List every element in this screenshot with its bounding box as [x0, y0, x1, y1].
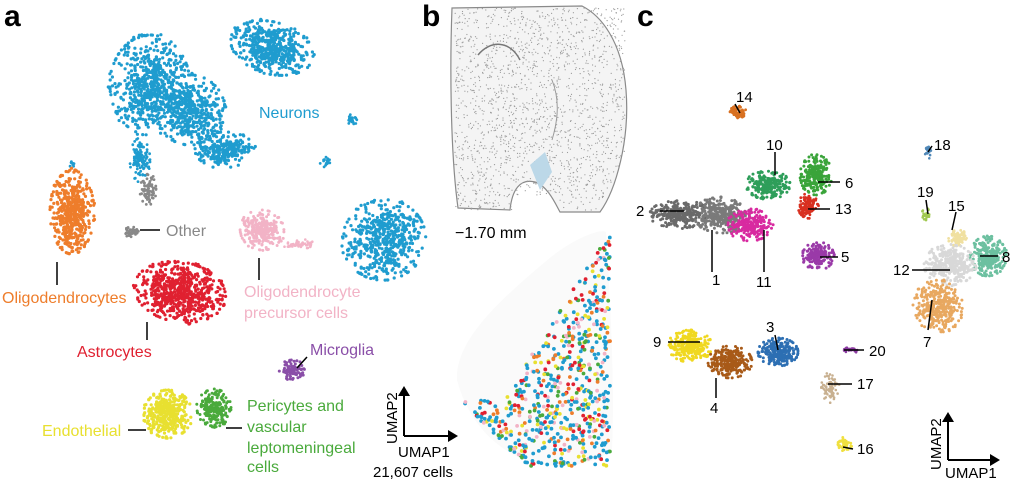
cluster-label-20: 20: [869, 343, 886, 360]
cluster-14: [728, 104, 747, 120]
cluster-label-2: 2: [636, 203, 644, 220]
cluster-2: [648, 199, 712, 230]
cluster-17: [820, 372, 841, 405]
cluster-label-15: 15: [948, 198, 965, 215]
cluster-label-18: 18: [934, 137, 951, 154]
panel-c-axis-umap2: UMAP2: [928, 418, 945, 470]
label-astrocytes: Astrocytes: [77, 344, 152, 361]
other-cluster: [124, 225, 140, 239]
pericytes-cluster: [195, 387, 233, 429]
label-oligodendrocytes: Oligodendrocytes: [2, 290, 127, 307]
cluster-label-3: 3: [766, 319, 774, 336]
brain-section-stipple: [454, 7, 626, 211]
cluster-16: [836, 436, 853, 452]
panel-a-axis-umap1: UMAP1: [398, 444, 450, 461]
zoomed-cells: [463, 235, 612, 468]
cluster-label-13: 13: [835, 201, 852, 218]
panel-a-umap-axes: UMAP2 UMAP1 21,607 cells: [373, 386, 458, 481]
cluster-label-6: 6: [845, 175, 853, 192]
brain-section-outline: [450, 5, 628, 213]
panel-a-axis-umap2: UMAP2: [384, 392, 401, 444]
panel-a-umap: Neurons Other Oligodendrocytes Oligodend…: [2, 17, 458, 481]
highlighted-region: [530, 152, 552, 190]
neurons-cluster: [128, 137, 152, 184]
panel-letter-a: a: [4, 0, 21, 33]
cluster-label-5: 5: [841, 249, 849, 266]
neurons-cluster: [347, 113, 359, 126]
cluster-13: [797, 192, 820, 220]
opc-cluster: [238, 208, 286, 252]
label-neurons: Neurons: [259, 105, 319, 122]
astrocytes-cluster: [131, 259, 228, 326]
cluster-8: [968, 234, 1008, 278]
cluster-label-11: 11: [756, 274, 772, 291]
panel-letter-b: b: [422, 0, 440, 33]
label-pericytes-line3: leptomeningeal: [247, 440, 356, 457]
neurons-cluster: [193, 130, 257, 169]
label-opc-line1: Oligodendrocyte: [244, 284, 361, 301]
neurons-cluster: [318, 155, 332, 169]
neurons-cluster: [68, 160, 76, 168]
cluster-label-19: 19: [917, 184, 934, 201]
label-pericytes-line1: Pericytes and: [247, 398, 344, 415]
cluster-label-10: 10: [766, 137, 783, 154]
cluster-3: [756, 336, 800, 368]
endothelial-cluster: [142, 388, 193, 440]
cluster-12: [922, 243, 978, 288]
panel-c-axis-umap1: UMAP1: [945, 465, 997, 482]
label-opc-line2: precursor cells: [244, 305, 348, 322]
cluster-label-7: 7: [923, 334, 931, 351]
microglia-leader: [296, 356, 308, 369]
panel-c-umap: 1 2 3 4 5 6 7 8 9 10 11 12 13 14 15 16 1…: [636, 89, 1010, 482]
cluster-19: [921, 207, 931, 222]
cluster-label-17: 17: [857, 376, 874, 393]
cluster-label-4: 4: [710, 400, 718, 417]
cluster-7: [911, 278, 964, 334]
cluster-label-12: 12: [893, 262, 910, 279]
microglia-cluster: [277, 358, 306, 381]
oligodendrocytes-cluster: [48, 166, 97, 256]
cluster-label-16: 16: [857, 441, 874, 458]
other-cluster: [138, 172, 158, 206]
cluster-label-8: 8: [1002, 249, 1010, 266]
cluster-5: [801, 241, 836, 270]
label-microglia: Microglia: [310, 342, 374, 359]
cluster-label-14: 14: [736, 89, 753, 106]
opc-cluster: [283, 238, 314, 250]
cluster-10: [745, 169, 792, 201]
cluster-label-1: 1: [712, 272, 720, 289]
label-other: Other: [166, 223, 207, 240]
cluster-4: [706, 344, 754, 380]
cluster-leaders: [660, 103, 998, 450]
panel-letter-c: c: [637, 0, 654, 33]
label-endothelial: Endothelial: [42, 423, 121, 440]
neurons-cluster: [340, 198, 428, 282]
cluster-6: [798, 153, 833, 197]
cluster-11: [726, 207, 775, 243]
section-coordinate-label: −1.70 mm: [455, 225, 527, 242]
neurons-cluster: [229, 17, 316, 77]
label-pericytes-line2: vascular: [247, 419, 307, 436]
panel-b-tissue: −1.70 mm: [450, 5, 628, 468]
cluster-9: [667, 328, 712, 363]
panel-a-cell-count: 21,607 cells: [373, 464, 453, 481]
cluster-label-9: 9: [653, 334, 661, 351]
label-pericytes-line4: cells: [247, 459, 279, 476]
panel-c-umap-axes: UMAP2 UMAP1: [928, 412, 1000, 482]
